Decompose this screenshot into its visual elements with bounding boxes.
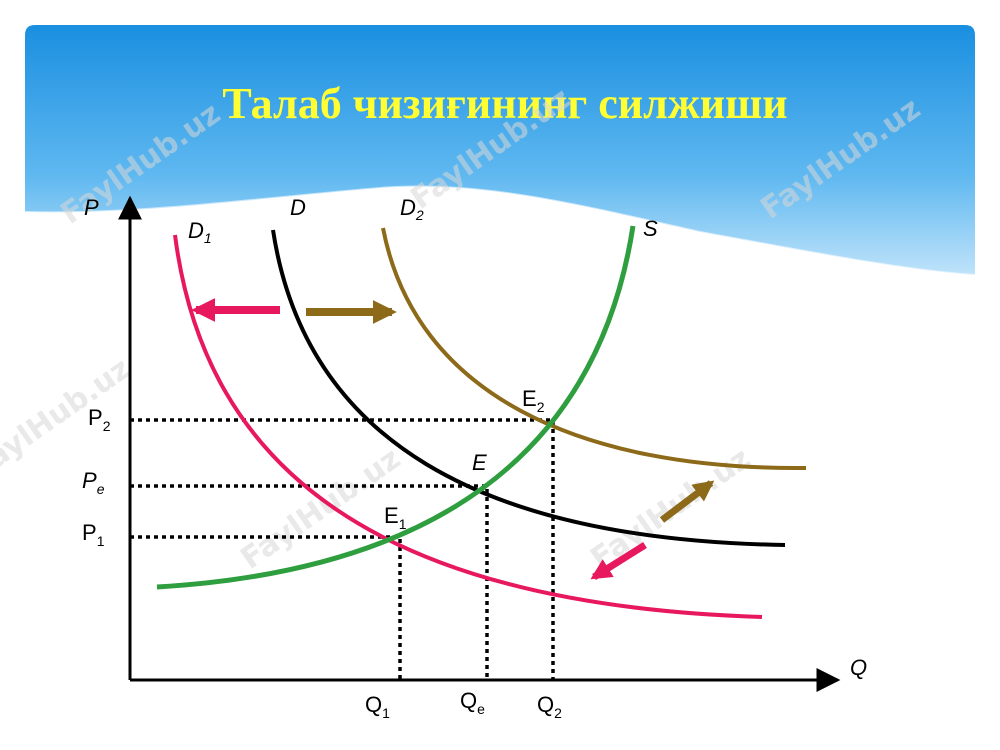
label-sub: e <box>97 481 105 497</box>
quantity-label: Q1 <box>365 692 390 721</box>
guide-e2 <box>130 418 555 680</box>
point-label: E <box>472 450 487 475</box>
demand-curve-d2 <box>381 227 807 471</box>
quantity-label: Q2 <box>537 692 562 721</box>
label-main: E <box>472 450 487 475</box>
label-main: E <box>522 386 537 411</box>
shift-arrow-down <box>590 542 647 580</box>
label-sub: 2 <box>415 207 424 223</box>
axis-label-q: Q <box>850 655 867 680</box>
point-label: E2 <box>522 386 545 415</box>
label-sub: e <box>477 701 485 717</box>
header-band <box>25 25 975 275</box>
curve-label: S <box>643 216 658 241</box>
label-sub: 1 <box>204 230 212 246</box>
label-sub: 2 <box>537 399 545 415</box>
supply-curve <box>156 225 636 590</box>
label-main: Q <box>365 692 382 717</box>
label-sub: 1 <box>399 516 407 532</box>
demand-curve-d1 <box>173 234 763 619</box>
label-main: E <box>384 503 399 528</box>
curve-label: D1 <box>188 218 212 246</box>
guide-e1 <box>130 535 402 680</box>
label-main: P <box>82 468 97 493</box>
label-main: D <box>400 195 416 220</box>
label-main: S <box>643 216 658 241</box>
demand-curve-d <box>271 229 786 547</box>
curve-label: D <box>290 195 306 220</box>
slide-title: Талаб чизиғининг силжиши <box>222 79 787 128</box>
shift-arrow-up <box>659 480 715 523</box>
point-label: E1 <box>384 503 407 532</box>
label-main: P <box>88 405 103 430</box>
label-sub: 2 <box>103 418 111 434</box>
price-label: Pe <box>82 468 105 497</box>
label-sub: 2 <box>554 705 562 721</box>
label-main: D <box>188 218 204 243</box>
guides <box>130 418 555 680</box>
price-label: P2 <box>88 405 111 434</box>
watermark: FaylHub.uz <box>0 351 137 486</box>
wave-line <box>24 185 976 276</box>
label-main: Q <box>460 688 477 713</box>
label-sub: 1 <box>97 533 105 549</box>
price-label: P1 <box>82 520 105 549</box>
label-sub: 1 <box>382 705 390 721</box>
watermark: FaylHub.uz <box>235 441 407 576</box>
label-main: Q <box>537 692 554 717</box>
axis-label-p: P <box>84 195 99 220</box>
watermark: FaylHub.uz <box>585 441 757 576</box>
quantity-label: Qe <box>460 688 485 717</box>
label-main: D <box>290 195 306 220</box>
curve-label: D2 <box>400 195 424 223</box>
label-main: P <box>82 520 97 545</box>
